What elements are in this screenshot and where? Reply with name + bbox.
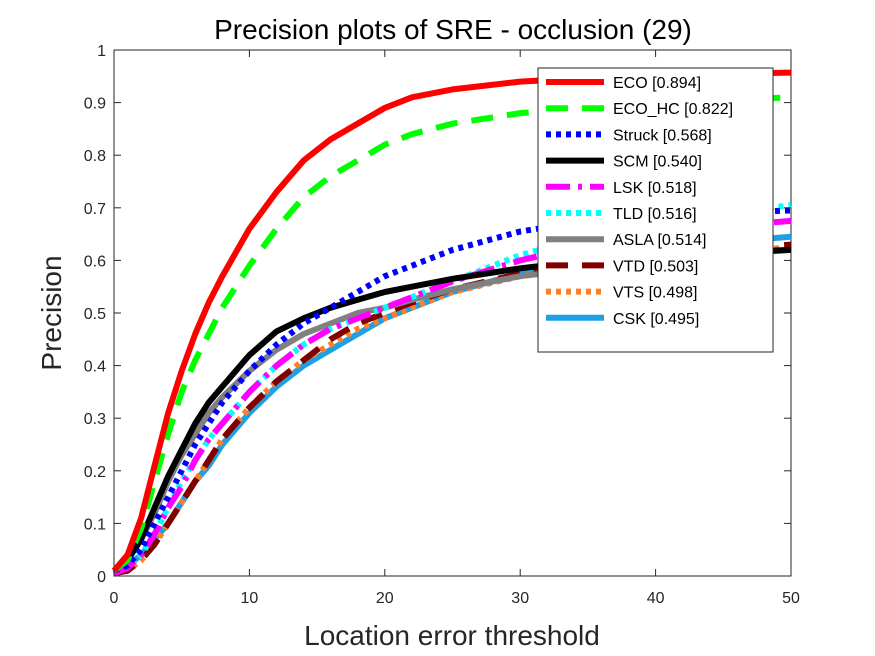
y-tick-label: 1 [97,43,106,60]
y-tick-label: 0.3 [84,411,106,428]
y-axis-label: Precision [36,255,67,370]
y-tick-label: 0.7 [84,201,106,218]
x-axis-label: Location error threshold [304,620,600,651]
legend: ECO [0.894] ECO_HC [0.822] Struck [0.568] S… [537,67,774,353]
y-tick-label: 0.6 [84,253,106,270]
legend-label: VTD [0.503] [613,258,698,275]
y-tick-label: 0.8 [84,148,106,165]
x-tick-label: 10 [241,590,259,607]
legend-label: Struck [0.568] [613,127,712,144]
x-tick-label: 40 [647,590,665,607]
x-tick-label: 0 [110,590,119,607]
x-tick-label: 20 [376,590,394,607]
series-line-lsk-0-518 [112,217,792,577]
y-tick-label: 0.4 [84,359,106,376]
legend-label: VTS [0.498] [613,285,698,302]
y-tick-label: 0.1 [84,516,106,533]
y-tick-label: 0.2 [84,464,106,481]
legend-label: ECO_HC [0.822] [613,101,733,118]
y-tick-label: 0 [97,569,106,586]
series-line-struck-0-568 [112,207,792,574]
tick-layer: 0 10 20 30 40 50 0 0.1 0.2 0.3 0.4 0.5 0.6 0.7 0.8 0.9 1 [84,43,800,607]
y-tick-label: 0.5 [84,306,106,323]
legend-label: CSK [0.495] [613,311,699,328]
legend-label: ECO [0.894] [613,75,701,92]
chart-title: Precision plots of SRE - occlusion (29) [214,14,692,45]
legend-label: TLD [0.516] [613,206,697,223]
legend-label: ASLA [0.514] [613,232,706,249]
y-tick-label: 0.9 [84,96,106,113]
x-tick-label: 30 [511,590,529,607]
legend-label: SCM [0.540] [613,154,702,171]
x-tick-label: 50 [782,590,800,607]
legend-label: LSK [0.518] [613,180,697,197]
